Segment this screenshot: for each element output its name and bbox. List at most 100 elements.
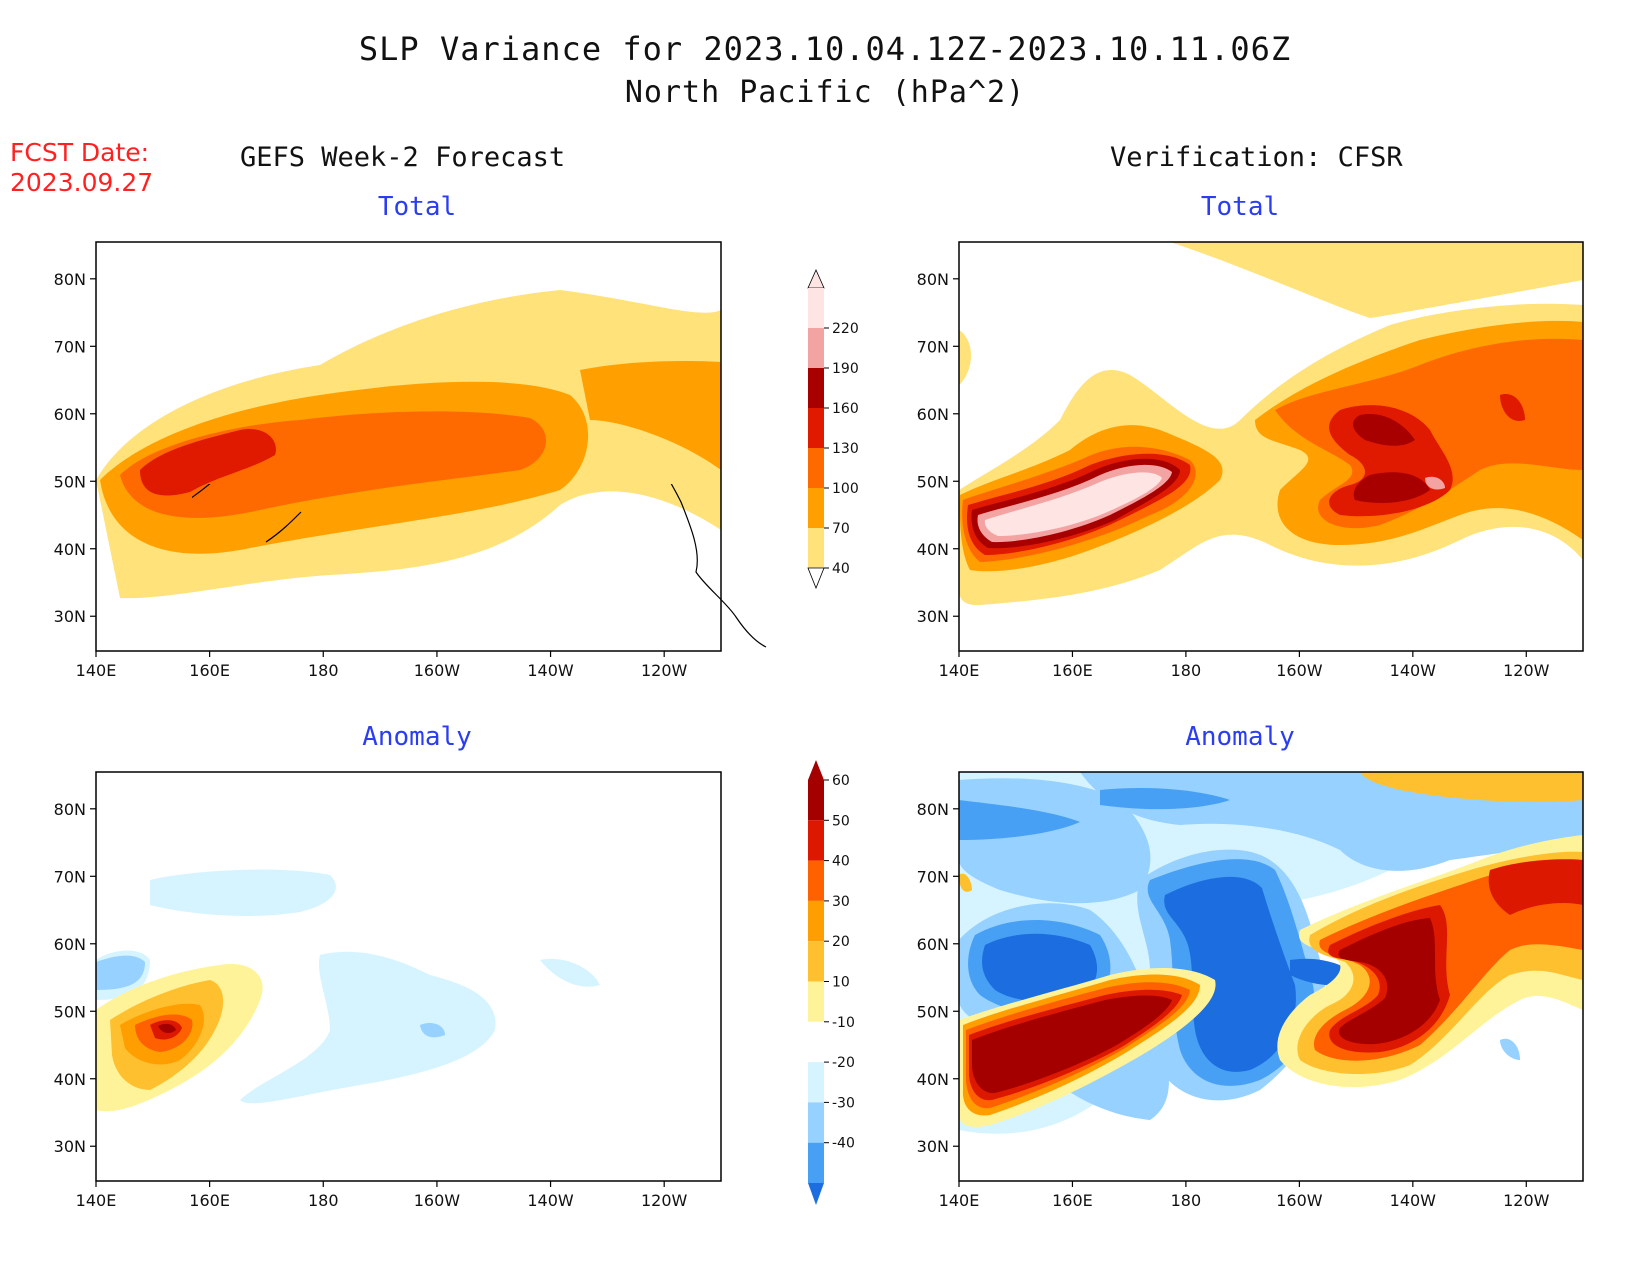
colorbar-anomaly-swatch bbox=[808, 981, 824, 1022]
colorbar-total-swatch bbox=[808, 408, 824, 448]
lat-tick-label: 30N bbox=[54, 1137, 86, 1156]
colorbar-total-label: 70 bbox=[832, 521, 850, 537]
lon-tick-label: 140E bbox=[76, 661, 117, 680]
lat-tick-label: 70N bbox=[917, 337, 949, 356]
lon-tick-label: 180 bbox=[1171, 661, 1202, 680]
gefs-total-frame bbox=[95, 241, 722, 652]
lon-tick-label: 140W bbox=[527, 1191, 574, 1210]
lon-tick-label: 180 bbox=[1171, 1191, 1202, 1210]
gefs-column-title: GEFS Week-2 Forecast bbox=[240, 142, 566, 173]
colorbar-anomaly-label: 30 bbox=[832, 894, 850, 910]
lon-tick-label: 180 bbox=[308, 661, 339, 680]
gefs-total-field bbox=[96, 290, 721, 599]
cfsr-anomaly-frame bbox=[958, 771, 1584, 1182]
colorbar-anomaly-swatch bbox=[808, 780, 824, 821]
colorbar-anomaly-label: 40 bbox=[832, 854, 850, 870]
lat-tick-label: 80N bbox=[917, 270, 949, 289]
cfsr-anomaly-title: Anomaly bbox=[1185, 722, 1295, 752]
colorbar-total-swatch bbox=[808, 328, 824, 368]
lat-tick-label: 50N bbox=[54, 1002, 86, 1021]
gefs-anomaly-field bbox=[96, 869, 600, 1112]
lat-tick-label: 60N bbox=[54, 405, 86, 424]
lon-tick-label: 140E bbox=[939, 1191, 980, 1210]
axes-layer: 80N 70N 60N 50N 40N 30N 140E 160E 180 160W 140W 120… bbox=[54, 270, 1550, 1210]
colorbar-anomaly-label: -40 bbox=[832, 1136, 855, 1152]
lat-tick-label: 30N bbox=[917, 1137, 949, 1156]
figure-title: SLP Variance for 2023.10.04.12Z-2023.10.… bbox=[358, 30, 1292, 68]
fcst-date-label: FCST Date: bbox=[10, 138, 150, 167]
colorbar-total-label: 220 bbox=[832, 321, 859, 337]
lat-tick-label: 60N bbox=[54, 935, 86, 954]
lon-tick-label: 120W bbox=[1503, 661, 1550, 680]
colorbar-anomaly-label: 50 bbox=[832, 813, 850, 829]
colorbar-total-under-arrow bbox=[807, 567, 825, 590]
lat-tick-label: 40N bbox=[54, 540, 86, 559]
colorbar-anomaly-swatch bbox=[808, 900, 824, 942]
lat-tick-label: 50N bbox=[917, 1002, 949, 1021]
colorbar-total-swatch bbox=[808, 528, 824, 568]
colorbar-total-label: 130 bbox=[832, 441, 859, 457]
lon-tick-label: 160E bbox=[1052, 661, 1093, 680]
colorbar-total-swatch bbox=[808, 368, 824, 408]
lat-tick-label: 30N bbox=[917, 607, 949, 626]
cfsr-anomaly-field bbox=[959, 772, 1583, 1134]
lon-tick-label: 160E bbox=[1052, 1191, 1093, 1210]
colorbar-total-label: 190 bbox=[832, 361, 859, 377]
colorbar-total-swatch bbox=[808, 488, 824, 528]
lat-tick-label: 80N bbox=[917, 800, 949, 819]
colorbar-total-swatch bbox=[808, 288, 824, 328]
lon-tick-label: 140E bbox=[939, 661, 980, 680]
lon-tick-label: 120W bbox=[1503, 1191, 1550, 1210]
colorbar-total-label: 40 bbox=[832, 561, 850, 577]
lat-tick-label: 80N bbox=[54, 270, 86, 289]
colorbar-anomaly-label: -20 bbox=[832, 1055, 855, 1071]
colorbar-anomaly-label: -10 bbox=[832, 1015, 855, 1031]
lat-tick-label: 70N bbox=[917, 867, 949, 886]
colorbar-anomaly-swatch bbox=[808, 1102, 824, 1143]
cfsr-total-field bbox=[959, 242, 1583, 606]
lon-tick-label: 160W bbox=[414, 1191, 461, 1210]
lon-tick-label: 160W bbox=[414, 661, 461, 680]
colorbar-total-over-arrow bbox=[807, 269, 825, 289]
lat-tick-label: 50N bbox=[917, 472, 949, 491]
colorbar-anomaly-under-arrow bbox=[808, 1183, 824, 1205]
colorbar-anomaly-label: 60 bbox=[832, 773, 850, 789]
lon-tick-label: 140W bbox=[527, 661, 574, 680]
colorbar-anomaly-swatch bbox=[808, 941, 824, 982]
lat-tick-label: 40N bbox=[917, 1070, 949, 1089]
lat-tick-label: 50N bbox=[54, 472, 86, 491]
colorbar-anomaly: 60 50 40 30 20 10 -10 -20 -30 -40 bbox=[808, 760, 855, 1205]
lon-tick-label: 120W bbox=[641, 1191, 688, 1210]
colorbar-anomaly-swatch bbox=[808, 1062, 824, 1103]
colorbar-anomaly-label: 10 bbox=[832, 975, 850, 991]
colorbar-total: 220 190 160 130 100 70 40 bbox=[807, 269, 859, 590]
figure-subtitle: North Pacific (hPa^2) bbox=[624, 75, 1026, 110]
lat-tick-label: 60N bbox=[917, 405, 949, 424]
colorbar-total-swatch bbox=[808, 448, 824, 488]
lat-tick-label: 30N bbox=[54, 607, 86, 626]
colorbar-anomaly-label: -30 bbox=[832, 1095, 855, 1111]
colorbar-anomaly-swatch bbox=[808, 1021, 824, 1063]
lon-tick-label: 180 bbox=[308, 1191, 339, 1210]
lat-tick-label: 40N bbox=[917, 540, 949, 559]
lat-tick-label: 80N bbox=[54, 800, 86, 819]
colorbar-anomaly-swatch bbox=[808, 860, 824, 901]
lat-tick-label: 70N bbox=[54, 867, 86, 886]
colorbar-total-label: 160 bbox=[832, 401, 859, 417]
lon-tick-label: 140W bbox=[1390, 661, 1437, 680]
lon-tick-label: 160W bbox=[1276, 661, 1323, 680]
colorbar-anomaly-swatch bbox=[808, 1142, 824, 1183]
colorbar-total-label: 100 bbox=[832, 481, 859, 497]
gefs-anomaly-frame bbox=[95, 771, 722, 1182]
lon-tick-label: 120W bbox=[641, 661, 688, 680]
lat-tick-label: 60N bbox=[917, 935, 949, 954]
fcst-date-value: 2023.09.27 bbox=[10, 168, 154, 197]
lat-tick-label: 70N bbox=[54, 337, 86, 356]
lat-tick-label: 40N bbox=[54, 1070, 86, 1089]
colorbar-anomaly-swatch bbox=[808, 820, 824, 861]
lon-tick-label: 140W bbox=[1390, 1191, 1437, 1210]
lon-tick-label: 160E bbox=[189, 661, 230, 680]
gefs-anomaly-title: Anomaly bbox=[362, 722, 472, 752]
lon-tick-label: 160E bbox=[189, 1191, 230, 1210]
cfsr-total-title: Total bbox=[1200, 192, 1280, 222]
